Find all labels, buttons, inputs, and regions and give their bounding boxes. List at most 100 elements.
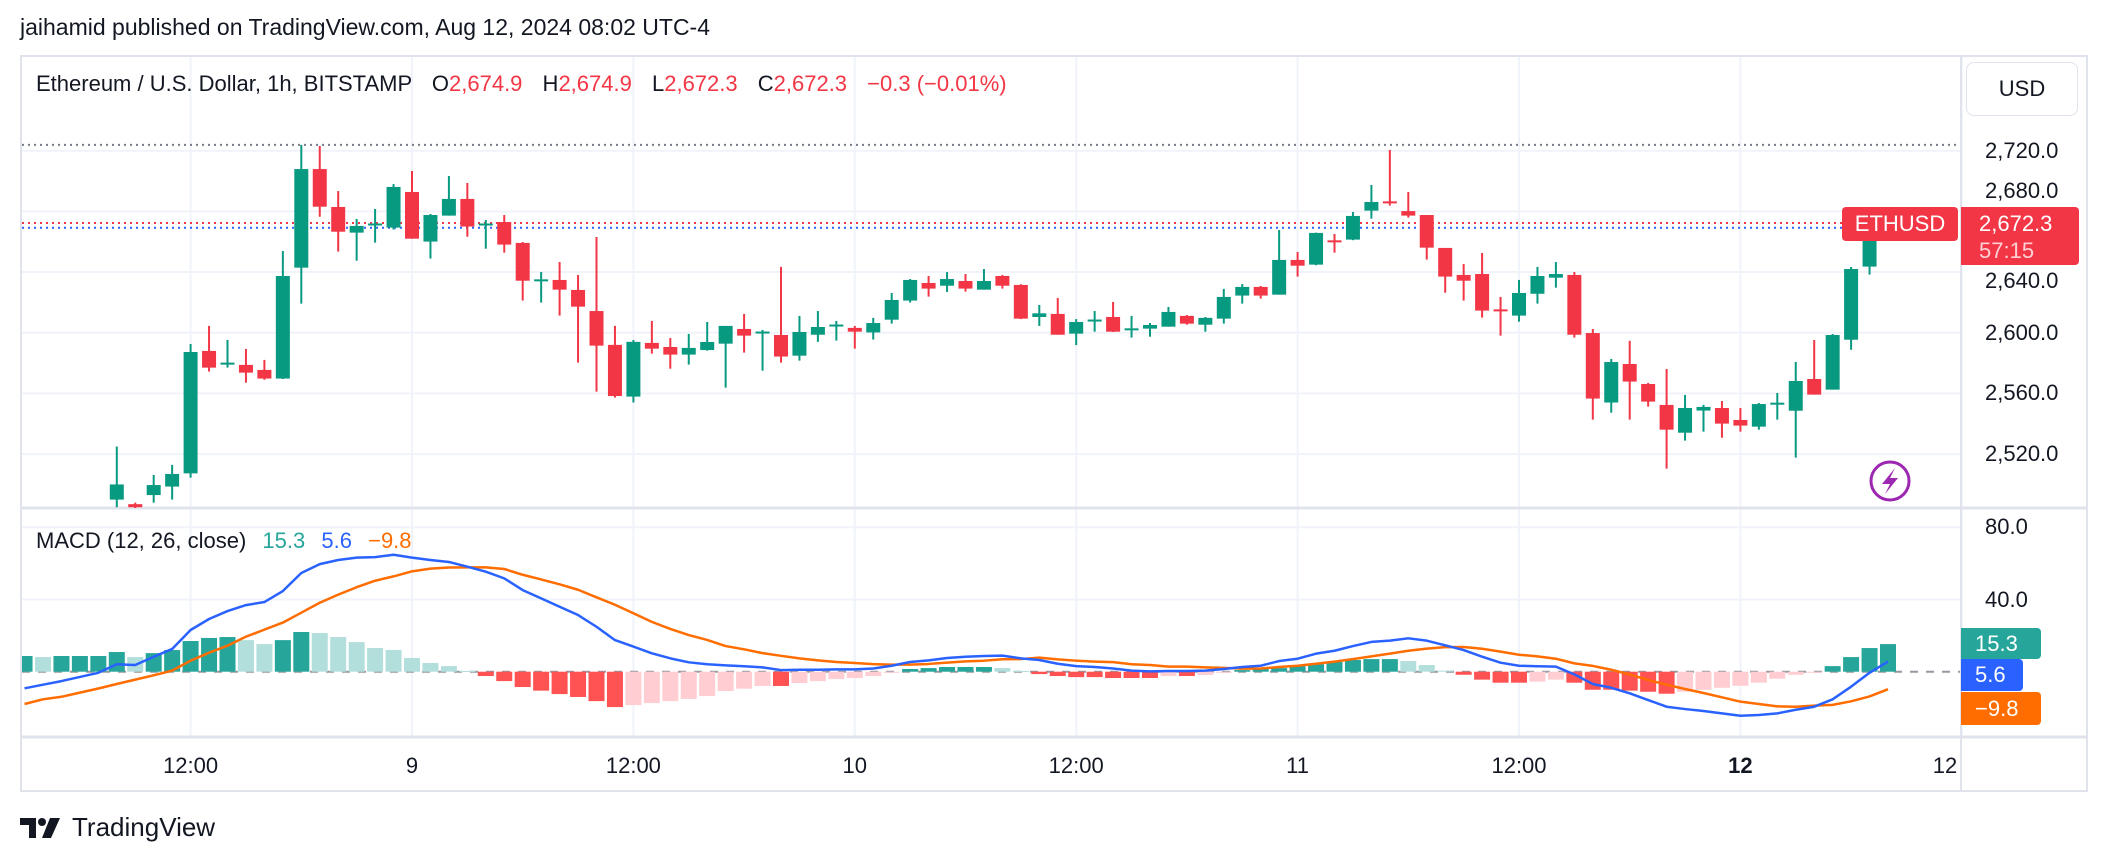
candle-body [1198, 317, 1213, 325]
candle-body [737, 328, 752, 336]
histogram-bar [1547, 671, 1564, 680]
candle [976, 269, 991, 290]
candle [165, 464, 180, 500]
macd-badge: 5.6 [1961, 659, 2023, 691]
macd-tick-label: 40.0 [1985, 586, 2028, 612]
candle [1253, 286, 1268, 299]
signal-badge: −9.8 [1961, 692, 2041, 725]
candle [441, 176, 456, 216]
candle-body [1807, 379, 1822, 395]
macd-tick-label: 80.0 [1985, 514, 2028, 540]
histogram-bar [108, 652, 125, 672]
price-tick-label: 2,640.0 [1985, 268, 2059, 293]
price-tick-label: 2,600.0 [1985, 319, 2059, 345]
candle-body [1825, 335, 1840, 390]
candle-body [478, 223, 493, 226]
candle-body [257, 369, 272, 379]
candle [755, 330, 770, 371]
histogram-bar [533, 671, 550, 691]
candle [921, 276, 936, 297]
histogram-bar [256, 644, 273, 672]
candle [1032, 304, 1047, 326]
candle [1364, 184, 1379, 219]
footer-logo-text: TradingView [72, 812, 216, 842]
histogram-bar [367, 648, 384, 672]
candle-body [866, 323, 881, 333]
candle-body [1032, 313, 1047, 317]
candle-body [1641, 384, 1656, 402]
candle-body [1659, 404, 1674, 430]
histogram-bar [274, 640, 291, 672]
candle-body [109, 484, 124, 500]
candle-body [1678, 407, 1693, 433]
histogram-bar [90, 655, 107, 672]
candle-body [847, 327, 862, 332]
histogram-bar [773, 671, 789, 686]
candle-body [1124, 328, 1139, 331]
open-label: O [431, 71, 450, 96]
candle [1751, 402, 1766, 430]
histogram-bar [957, 667, 974, 672]
histogram-bar [754, 671, 771, 686]
candle [1198, 316, 1213, 332]
candle-body [1456, 274, 1471, 281]
candle [607, 325, 622, 398]
candle-body [312, 169, 327, 207]
price-tick-label: 2,680.0 [1985, 178, 2059, 203]
histogram-bar [1381, 659, 1398, 672]
histogram-bar [1474, 671, 1491, 680]
lightning-icon[interactable] [1869, 460, 1911, 502]
candle [368, 208, 383, 243]
candle [1714, 401, 1729, 438]
macd-line-value: 5.6 [321, 528, 352, 553]
histogram-bar [883, 671, 900, 673]
candle [1143, 323, 1157, 337]
candle-body [386, 186, 401, 228]
candle [1770, 392, 1785, 420]
high-value: 2,674.9 [558, 71, 632, 96]
candle-body [607, 344, 622, 396]
low-value: 2,672.3 [664, 71, 738, 96]
candle [1475, 252, 1490, 318]
histogram-bar [1031, 671, 1048, 675]
candle-body [183, 352, 198, 474]
candle-body [552, 279, 567, 290]
candle [349, 218, 364, 261]
candle-body [1567, 274, 1582, 335]
histogram-bar [514, 671, 531, 688]
candle-body [1419, 215, 1434, 248]
candle-body [1179, 315, 1194, 324]
candle-body [958, 281, 973, 289]
candle-body [1327, 240, 1342, 243]
candle-body [534, 279, 549, 282]
tradingview-footer[interactable]: TradingView [20, 812, 215, 843]
close-label: C [757, 71, 774, 96]
candle-body [755, 331, 770, 334]
candle-body [1438, 247, 1453, 277]
symbol-legend: Ethereum / U.S. Dollar, 1h, BITSTAMP O2,… [36, 71, 1007, 97]
histogram-bar [1086, 671, 1103, 678]
candle [1106, 301, 1121, 332]
candle [1124, 315, 1139, 338]
histogram-bar [809, 671, 826, 682]
histogram-bar [1160, 671, 1177, 677]
histogram-bar [293, 631, 310, 672]
time-tick-label: 12:00 [1491, 753, 1547, 778]
candle [792, 315, 807, 361]
open-value: 2,674.9 [449, 71, 523, 96]
histogram-bar [570, 671, 587, 697]
candle-body [921, 282, 936, 289]
candle-body [589, 311, 604, 346]
candle [1567, 272, 1582, 338]
candle-body [220, 362, 235, 365]
change-value: −0.3 (−0.01%) [867, 71, 1007, 96]
histogram-bar [311, 633, 328, 672]
histogram-bar [939, 667, 956, 672]
histogram-bar [53, 655, 70, 672]
time-tick-label: 10 [842, 753, 868, 778]
candle [1659, 368, 1674, 469]
histogram-bar [237, 640, 254, 672]
currency-button[interactable]: USD [1966, 62, 2078, 116]
candle-body [903, 279, 918, 301]
